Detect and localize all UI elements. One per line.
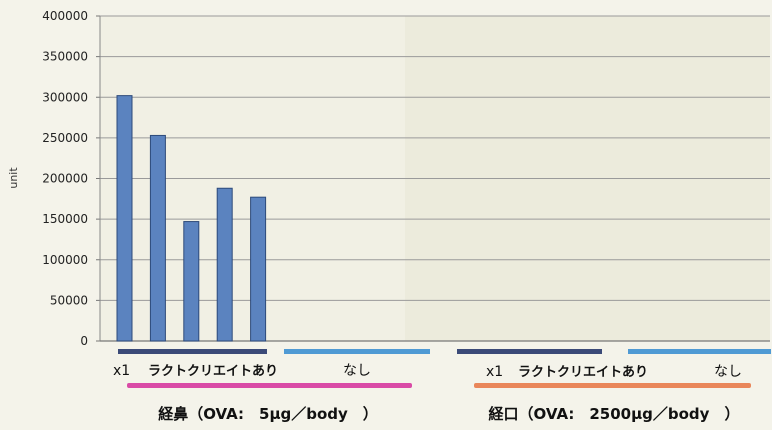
y-tick-label: 300000: [42, 90, 88, 104]
bar: [183, 221, 200, 342]
group-bar-nasal-with: [118, 349, 267, 354]
y-tick-label: 100000: [42, 253, 88, 267]
y-tick-label: 250000: [42, 131, 88, 145]
bar: [216, 187, 233, 342]
gridlines: [100, 15, 770, 301]
bar: [116, 95, 133, 342]
group-label-oral-with: ラクトクリエイトあり: [518, 365, 648, 380]
y-tick-label: 50000: [50, 293, 88, 307]
group-x1-label-nasal: x1: [113, 363, 130, 379]
bars: [116, 95, 267, 342]
y-tick-label: 400000: [42, 9, 88, 23]
group-x1-label-oral: x1: [486, 364, 503, 380]
group-label-nasal-with: ラクトクリエイトあり: [148, 364, 278, 379]
group-bar-oral-without: [628, 349, 771, 354]
bar: [250, 196, 267, 342]
route-bar-nasal: [127, 383, 412, 388]
group-label-nasal-without: なし: [343, 363, 371, 379]
y-tick-label: 0: [80, 334, 88, 348]
route-label-nasal: 経鼻（OVA: 5μg／body ）: [158, 405, 378, 423]
y-axis-label: unit: [7, 167, 20, 189]
y-tick-label: 200000: [42, 172, 88, 186]
y-axis-ticks: 0 50000 100000 150000 200000 250000 300000 3500…: [42, 9, 100, 348]
y-tick-label: 350000: [42, 50, 88, 64]
group-bar-oral-with: [457, 349, 602, 354]
group-label-oral-without: なし: [714, 364, 742, 380]
bar: [149, 134, 166, 342]
route-bar-oral: [474, 383, 751, 388]
group-bar-nasal-without: [284, 349, 430, 354]
y-tick-label: 150000: [42, 212, 88, 226]
route-label-oral: 経口（OVA: 2500μg／body ）: [489, 405, 740, 423]
